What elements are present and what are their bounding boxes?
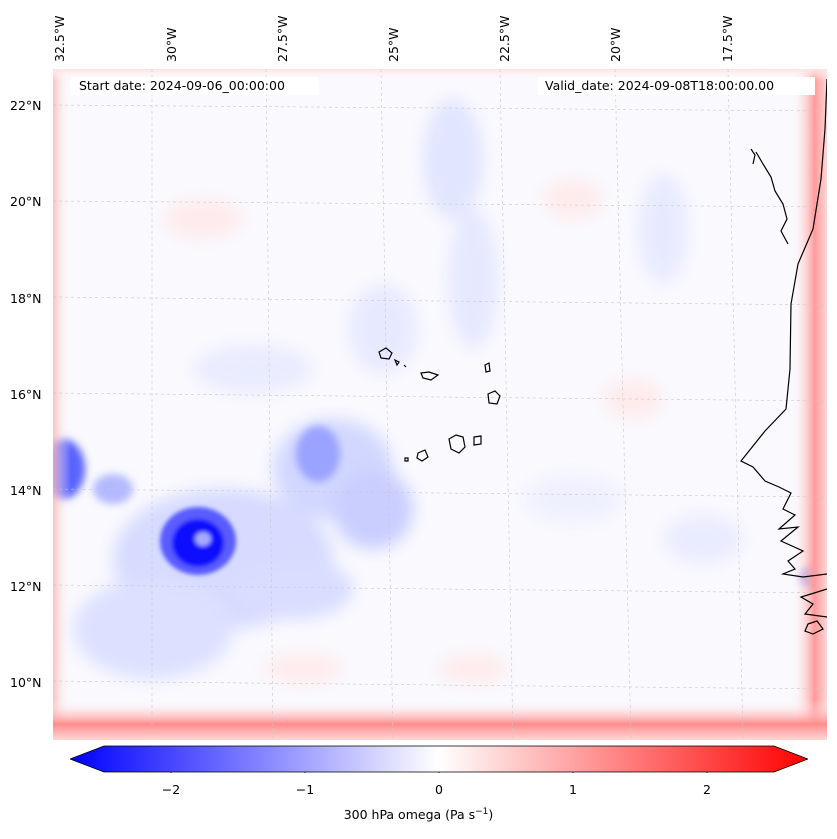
african-coastline <box>740 78 827 635</box>
lon-label-20w: 20°W <box>608 27 623 62</box>
colorbar-tick-1: 1 <box>569 782 577 797</box>
lon-label-32-5w: 32.5°W <box>52 15 67 62</box>
storm-core <box>160 507 236 575</box>
lon-label-17-5w: 17.5°W <box>720 15 735 62</box>
omega-map <box>53 69 827 740</box>
lat-label-20n: 20°N <box>10 194 42 209</box>
graticule <box>53 69 827 740</box>
colorbar-label-text: 300 hPa omega (Pa s <box>343 807 476 823</box>
colorbar-label-exponent: −1 <box>475 807 489 817</box>
colorbar-tick-neg2: −2 <box>161 782 181 797</box>
start-date-label: Start date: 2024-09-06_00:00:00 <box>71 77 319 95</box>
colorbar-tick-neg1: −1 <box>295 782 315 797</box>
colorbar-label-close: ) <box>488 807 494 823</box>
colorbar-tick-2: 2 <box>703 782 711 797</box>
lat-label-12n: 12°N <box>10 579 42 594</box>
lat-label-22n: 22°N <box>10 98 42 113</box>
colorbar-tick-marks <box>170 772 708 773</box>
lon-label-30w: 30°W <box>164 27 179 62</box>
lat-label-16n: 16°N <box>10 387 42 402</box>
weak-omega-texture <box>163 99 743 684</box>
lat-label-14n: 14°N <box>10 483 42 498</box>
cape-verde-islands <box>378 347 501 462</box>
colorbar-gradient <box>70 745 808 773</box>
lon-label-22-5w: 22.5°W <box>497 15 512 62</box>
colorbar-tick-0: 0 <box>435 782 443 797</box>
colorbar-label: 300 hPa omega (Pa s−1) <box>0 807 837 822</box>
lon-label-25w: 25°W <box>386 27 401 62</box>
omega-field-svg <box>53 69 827 740</box>
colorbar <box>70 745 808 773</box>
lon-label-27-5w: 27.5°W <box>275 15 290 62</box>
valid-date-label: Valid_date: 2024-09-08T18:00:00.00 <box>538 77 815 95</box>
lat-label-18n: 18°N <box>10 291 42 306</box>
lat-label-10n: 10°N <box>10 675 42 690</box>
